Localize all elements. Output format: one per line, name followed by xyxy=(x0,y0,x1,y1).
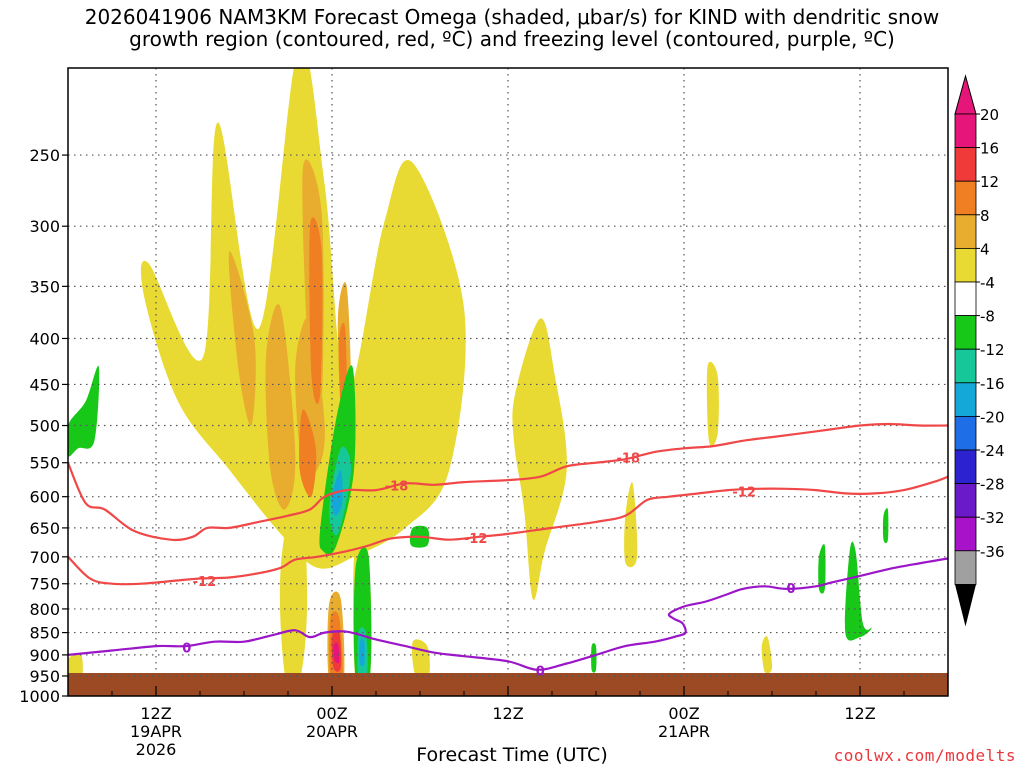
colorbar-segment-13 xyxy=(954,550,977,585)
colorbar-label-6: -8 xyxy=(980,308,995,326)
colorbar-segment-8 xyxy=(954,382,977,417)
colorbar-segment-5 xyxy=(954,281,977,316)
y-tick-label-500: 500 xyxy=(29,417,60,436)
omega-region-4-1 xyxy=(279,469,308,690)
contour-lines: -18 -18 -12 -12 -12 0 0 0 xyxy=(68,422,948,680)
omega-region-neg12-32 xyxy=(359,638,365,667)
y-tick-label-650: 650 xyxy=(29,519,60,538)
omega-region-4-5 xyxy=(706,361,719,447)
axes: 250 300 350 400 450 500 550 600 650 700 750 800 850 9… xyxy=(19,67,949,759)
grid-lines xyxy=(68,68,948,677)
omega-region-8-10 xyxy=(265,304,296,510)
y-tick-label-850: 850 xyxy=(29,624,60,643)
y-tick-label-350: 350 xyxy=(29,277,60,296)
colorbar-segment-3 xyxy=(954,214,977,249)
y-tick-label-300: 300 xyxy=(29,217,60,236)
x-tick-label-6: 12Z xyxy=(140,704,171,723)
colorbar-segment-12 xyxy=(954,516,977,552)
dgz-contour-0 xyxy=(68,422,948,542)
contour-label-dgz-2: -12 xyxy=(193,575,217,590)
colorbar-label-13: -36 xyxy=(980,543,1005,561)
colorbar-label-9: -20 xyxy=(980,408,1005,426)
omega-region-neg4-28 xyxy=(882,508,889,544)
colorbar-bottom-arrow xyxy=(955,584,976,627)
colorbar-segment-1 xyxy=(954,147,977,182)
omega-region-neg4-21 xyxy=(68,365,100,457)
colorbar-segment-0 xyxy=(954,113,977,148)
colorbar-label-7: -12 xyxy=(980,341,1005,359)
colorbar-label-3: 8 xyxy=(980,207,990,225)
x-tick-label-18: 00Z xyxy=(316,704,347,723)
x-tick-label-30: 12Z xyxy=(492,704,523,723)
x-tick-label-42: 00Z xyxy=(668,704,699,723)
colorbar-label-12: -32 xyxy=(980,509,1005,527)
x-tick-sublabel-18-0: 20APR xyxy=(306,722,358,741)
colorbar-segment-6 xyxy=(954,315,977,350)
colorbar-label-1: 16 xyxy=(980,140,999,158)
y-tick-label-800: 800 xyxy=(29,600,60,619)
contour-label-freezing-5: 0 xyxy=(182,641,191,656)
x-tick-label-54: 12Z xyxy=(844,704,875,723)
colorbar-segment-10 xyxy=(954,449,977,484)
y-tick-label-450: 450 xyxy=(29,375,60,394)
contour-label-dgz-4: -12 xyxy=(732,485,756,500)
y-tick-label-400: 400 xyxy=(29,329,60,348)
contour-label-freezing-7: 0 xyxy=(787,582,796,597)
omega-region-12-15 xyxy=(309,217,323,404)
y-tick-label-750: 750 xyxy=(29,575,60,594)
omega-region-neg4-26 xyxy=(818,543,826,594)
colorbar-segment-2 xyxy=(954,180,977,216)
ground-band xyxy=(68,673,948,696)
colorbar-label-5: -4 xyxy=(980,274,995,292)
y-tick-label-250: 250 xyxy=(29,146,60,165)
freezing-contour-0 xyxy=(68,557,948,671)
contour-label-dgz-0: -18 xyxy=(385,479,409,494)
contour-label-freezing-6: 0 xyxy=(536,665,545,680)
colorbar: 20 16 12 8 4 -4 -8 -12 -16 -20 -24 -28 -32 -36 xyxy=(954,74,1005,627)
y-tick-label-700: 700 xyxy=(29,548,60,567)
y-tick-label-900: 900 xyxy=(29,646,60,665)
omega-region-4-4 xyxy=(624,482,638,568)
colorbar-label-8: -16 xyxy=(980,375,1005,393)
colorbar-segment-7 xyxy=(954,348,977,384)
y-tick-label-550: 550 xyxy=(29,454,60,473)
contour-label-dgz-3: -12 xyxy=(464,532,488,547)
colorbar-segment-4 xyxy=(954,247,977,283)
x-tick-sublabel-6-1: 2026 xyxy=(136,740,177,759)
colorbar-segment-9 xyxy=(954,415,977,451)
chart-title-line2: growth region (contoured, red, ºC) and f… xyxy=(129,27,895,51)
chart-title-line1: 2026041906 NAM3KM Forecast Omega (shaded… xyxy=(84,5,940,29)
colorbar-label-4: 4 xyxy=(980,240,990,258)
colorbar-label-0: 20 xyxy=(980,106,999,124)
x-tick-sublabel-6-0: 19APR xyxy=(130,722,182,741)
y-tick-label-1000: 1000 xyxy=(19,687,60,706)
colorbar-segment-11 xyxy=(954,483,977,518)
y-tick-label-600: 600 xyxy=(29,488,60,507)
colorbar-label-10: -24 xyxy=(980,442,1005,460)
colorbar-label-2: 12 xyxy=(980,173,999,191)
omega-shaded-regions xyxy=(68,68,889,692)
omega-region-20-20 xyxy=(333,642,340,664)
contour-label-dgz-1: -18 xyxy=(617,452,641,467)
dgz-contour-1 xyxy=(68,475,948,586)
ground-layer xyxy=(68,673,948,696)
omega-region-4-3 xyxy=(512,318,567,601)
colorbar-label-11: -28 xyxy=(980,476,1005,494)
omega-region-neg4-27 xyxy=(844,541,872,641)
y-tick-label-950: 950 xyxy=(29,667,60,686)
omega-region-neg4-25 xyxy=(591,643,597,673)
x-tick-sublabel-42-0: 21APR xyxy=(658,722,710,741)
omega-region-4-6 xyxy=(761,636,773,674)
chart-title: 2026041906 NAM3KM Forecast Omega (shaded… xyxy=(0,6,1024,50)
credit-link[interactable]: coolwx.com/modelts xyxy=(833,746,1016,765)
x-axis-title: Forecast Time (UTC) xyxy=(416,744,608,766)
omega-region-4-0 xyxy=(140,68,466,569)
colorbar-top-arrow xyxy=(954,74,977,115)
omega-region-12-16 xyxy=(299,409,317,498)
